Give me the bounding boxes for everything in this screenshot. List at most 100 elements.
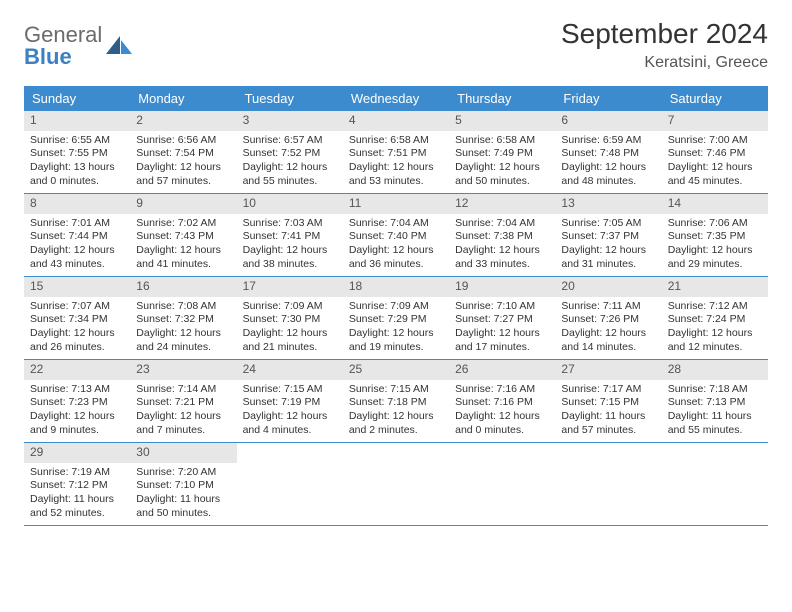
daylight2-text: and 9 minutes.	[30, 424, 124, 438]
location: Keratsini, Greece	[561, 54, 768, 72]
daylight2-text: and 4 minutes.	[243, 424, 337, 438]
day-number: 2	[130, 111, 236, 131]
daylight1-text: Daylight: 12 hours	[455, 410, 549, 424]
day-cell: 11Sunrise: 7:04 AMSunset: 7:40 PMDayligh…	[343, 194, 449, 276]
day-number: 3	[237, 111, 343, 131]
daylight2-text: and 53 minutes.	[349, 175, 443, 189]
daylight2-text: and 14 minutes.	[561, 341, 655, 355]
sunset-text: Sunset: 7:41 PM	[243, 230, 337, 244]
weekday-sunday: Sunday	[24, 86, 130, 111]
sunrise-text: Sunrise: 7:02 AM	[136, 217, 230, 231]
daylight1-text: Daylight: 12 hours	[136, 327, 230, 341]
weekday-tuesday: Tuesday	[237, 86, 343, 111]
weekday-saturday: Saturday	[662, 86, 768, 111]
week-row: 1Sunrise: 6:55 AMSunset: 7:55 PMDaylight…	[24, 111, 768, 194]
day-cell: 6Sunrise: 6:59 AMSunset: 7:48 PMDaylight…	[555, 111, 661, 193]
daylight2-text: and 12 minutes.	[668, 341, 762, 355]
sunset-text: Sunset: 7:43 PM	[136, 230, 230, 244]
daylight2-text: and 48 minutes.	[561, 175, 655, 189]
daylight2-text: and 33 minutes.	[455, 258, 549, 272]
day-number: 27	[555, 360, 661, 380]
daylight1-text: Daylight: 11 hours	[136, 493, 230, 507]
day-cell: 23Sunrise: 7:14 AMSunset: 7:21 PMDayligh…	[130, 360, 236, 442]
sunset-text: Sunset: 7:10 PM	[136, 479, 230, 493]
day-content: Sunrise: 7:08 AMSunset: 7:32 PMDaylight:…	[130, 300, 236, 359]
sunrise-text: Sunrise: 6:59 AM	[561, 134, 655, 148]
daylight1-text: Daylight: 12 hours	[455, 244, 549, 258]
day-cell: 7Sunrise: 7:00 AMSunset: 7:46 PMDaylight…	[662, 111, 768, 193]
sunset-text: Sunset: 7:51 PM	[349, 147, 443, 161]
weekday-monday: Monday	[130, 86, 236, 111]
daylight2-text: and 50 minutes.	[455, 175, 549, 189]
sunrise-text: Sunrise: 6:58 AM	[349, 134, 443, 148]
sunset-text: Sunset: 7:40 PM	[349, 230, 443, 244]
logo-blue: Blue	[24, 44, 72, 69]
sunrise-text: Sunrise: 7:15 AM	[243, 383, 337, 397]
day-number: 14	[662, 194, 768, 214]
day-content: Sunrise: 7:00 AMSunset: 7:46 PMDaylight:…	[662, 134, 768, 193]
sunrise-text: Sunrise: 7:18 AM	[668, 383, 762, 397]
daylight1-text: Daylight: 12 hours	[561, 327, 655, 341]
day-cell: 3 Sunrise: 6:57 AMSunset: 7:52 PMDaylight…	[237, 111, 343, 193]
sunrise-text: Sunrise: 7:05 AM	[561, 217, 655, 231]
daylight2-text: and 41 minutes.	[136, 258, 230, 272]
daylight2-text: and 55 minutes.	[668, 424, 762, 438]
daylight1-text: Daylight: 12 hours	[30, 244, 124, 258]
daylight1-text: Daylight: 12 hours	[349, 410, 443, 424]
day-cell: 8Sunrise: 7:01 AMSunset: 7:44 PMDaylight…	[24, 194, 130, 276]
header: General Blue September 2024 Keratsini, G…	[24, 18, 768, 72]
daylight2-text: and 52 minutes.	[30, 507, 124, 521]
day-cell: 22Sunrise: 7:13 AMSunset: 7:23 PMDayligh…	[24, 360, 130, 442]
day-content: Sunrise: 6:59 AMSunset: 7:48 PMDaylight:…	[555, 134, 661, 193]
day-cell: 19Sunrise: 7:10 AMSunset: 7:27 PMDayligh…	[449, 277, 555, 359]
day-content: Sunrise: 6:57 AMSunset: 7:52 PMDaylight:…	[237, 134, 343, 193]
daylight2-text: and 50 minutes.	[136, 507, 230, 521]
day-content: Sunrise: 7:02 AMSunset: 7:43 PMDaylight:…	[130, 217, 236, 276]
day-number: 9	[130, 194, 236, 214]
sunset-text: Sunset: 7:32 PM	[136, 313, 230, 327]
empty-cell	[449, 443, 555, 525]
empty-cell	[237, 443, 343, 525]
daylight1-text: Daylight: 12 hours	[136, 244, 230, 258]
sunrise-text: Sunrise: 7:20 AM	[136, 466, 230, 480]
day-cell: 24Sunrise: 7:15 AMSunset: 7:19 PMDayligh…	[237, 360, 343, 442]
day-number: 16	[130, 277, 236, 297]
sunrise-text: Sunrise: 6:58 AM	[455, 134, 549, 148]
sunset-text: Sunset: 7:44 PM	[30, 230, 124, 244]
sunrise-text: Sunrise: 7:09 AM	[243, 300, 337, 314]
sunset-text: Sunset: 7:34 PM	[30, 313, 124, 327]
day-number: 28	[662, 360, 768, 380]
sunset-text: Sunset: 7:12 PM	[30, 479, 124, 493]
daylight1-text: Daylight: 12 hours	[243, 244, 337, 258]
logo: General Blue	[24, 24, 132, 68]
weekday-header-row: SundayMondayTuesdayWednesdayThursdayFrid…	[24, 86, 768, 111]
day-content: Sunrise: 7:13 AMSunset: 7:23 PMDaylight:…	[24, 383, 130, 442]
day-cell: 16 Sunrise: 7:08 AMSunset: 7:32 PMDayligh…	[130, 277, 236, 359]
daylight2-text: and 7 minutes.	[136, 424, 230, 438]
day-number: 5	[449, 111, 555, 131]
daylight2-text: and 29 minutes.	[668, 258, 762, 272]
calendar: SundayMondayTuesdayWednesdayThursdayFrid…	[24, 86, 768, 526]
daylight2-text: and 17 minutes.	[455, 341, 549, 355]
weekday-thursday: Thursday	[449, 86, 555, 111]
daylight2-text: and 24 minutes.	[136, 341, 230, 355]
day-content: Sunrise: 7:03 AMSunset: 7:41 PMDaylight:…	[237, 217, 343, 276]
title-block: September 2024 Keratsini, Greece	[561, 18, 768, 72]
daylight1-text: Daylight: 12 hours	[243, 410, 337, 424]
day-number: 4	[343, 111, 449, 131]
daylight1-text: Daylight: 11 hours	[561, 410, 655, 424]
sunset-text: Sunset: 7:18 PM	[349, 396, 443, 410]
day-cell: 30Sunrise: 7:20 AMSunset: 7:10 PMDayligh…	[130, 443, 236, 525]
sunrise-text: Sunrise: 7:06 AM	[668, 217, 762, 231]
daylight2-text: and 45 minutes.	[668, 175, 762, 189]
day-cell: 9 Sunrise: 7:02 AMSunset: 7:43 PMDaylight…	[130, 194, 236, 276]
empty-cell	[555, 443, 661, 525]
sunrise-text: Sunrise: 7:14 AM	[136, 383, 230, 397]
daylight2-text: and 38 minutes.	[243, 258, 337, 272]
empty-cell	[662, 443, 768, 525]
day-number: 18	[343, 277, 449, 297]
daylight1-text: Daylight: 12 hours	[455, 327, 549, 341]
day-content: Sunrise: 6:55 AMSunset: 7:55 PMDaylight:…	[24, 134, 130, 193]
day-content: Sunrise: 7:12 AMSunset: 7:24 PMDaylight:…	[662, 300, 768, 359]
day-content: Sunrise: 7:05 AMSunset: 7:37 PMDaylight:…	[555, 217, 661, 276]
